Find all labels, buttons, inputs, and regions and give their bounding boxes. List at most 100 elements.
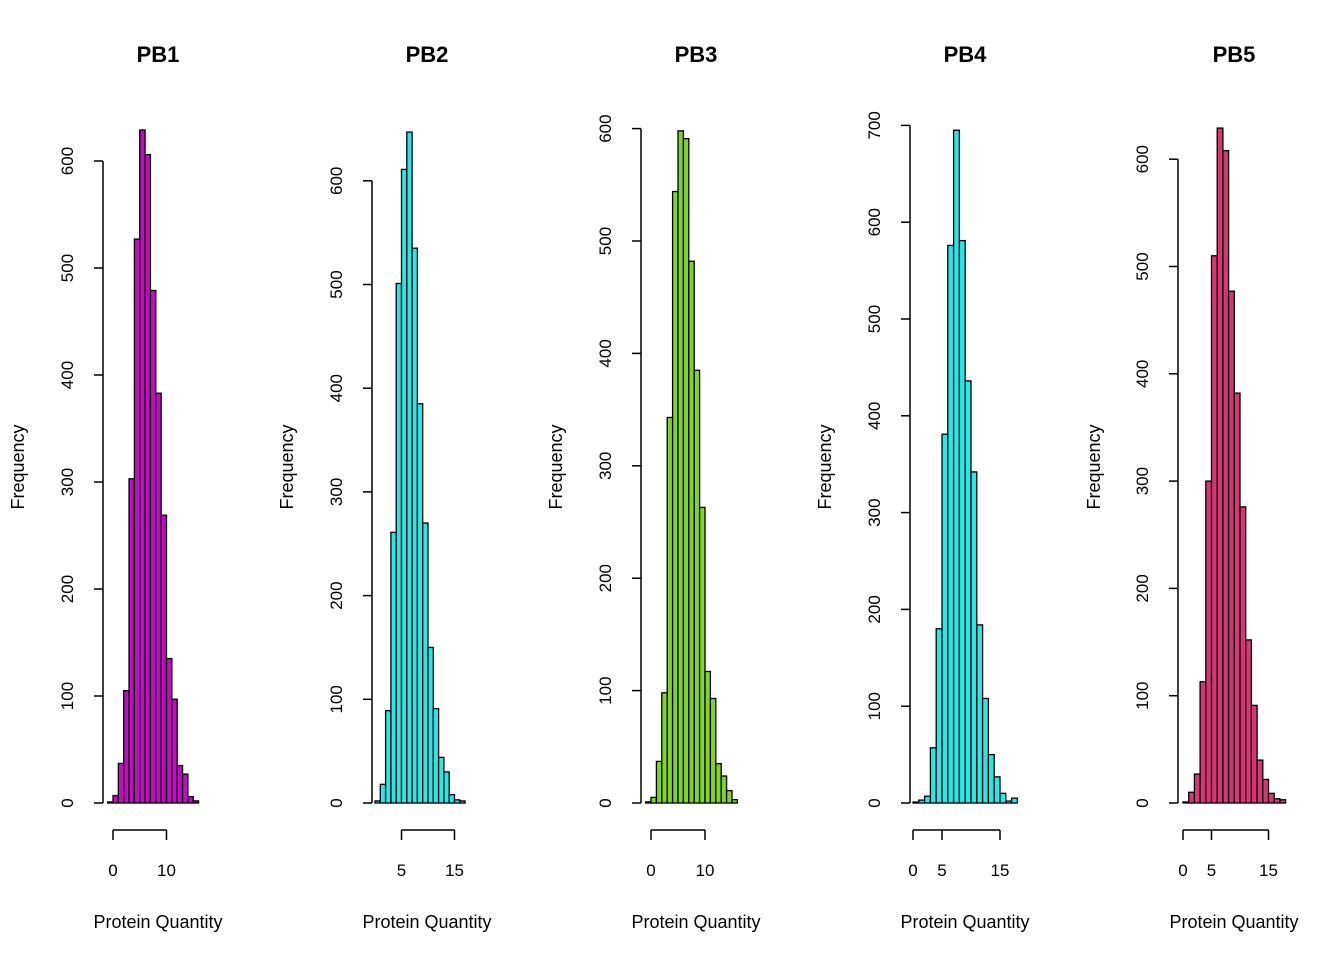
histogram-bar <box>1262 778 1270 804</box>
chart-title: PB4 <box>944 42 988 67</box>
histogram-bar <box>117 762 125 804</box>
y-tick-label: 0 <box>865 798 884 807</box>
y-tick-label: 600 <box>327 167 346 195</box>
histogram-bar <box>406 131 413 804</box>
histogram-bar <box>155 392 162 804</box>
y-tick-label: 400 <box>865 402 884 430</box>
histogram-bar <box>720 775 728 804</box>
histogram-bar <box>128 478 136 804</box>
histogram-bar <box>655 760 663 804</box>
y-tick-label: 0 <box>1133 798 1152 807</box>
y-tick-label: 200 <box>327 581 346 609</box>
histogram-bar <box>427 646 434 804</box>
histogram-bar <box>666 416 674 804</box>
histogram-bar <box>704 670 712 804</box>
y-tick-label: 200 <box>58 575 77 603</box>
histogram-bar <box>149 289 157 804</box>
histogram-bar <box>725 789 733 804</box>
histogram-bar <box>923 795 932 804</box>
y-tick-label: 400 <box>327 374 346 402</box>
histogram-bar <box>976 624 984 804</box>
histogram-bar <box>671 190 679 804</box>
histogram-bar <box>1233 392 1241 804</box>
chart-title: PB2 <box>406 42 449 67</box>
x-axis-label: Protein Quantity <box>900 912 1029 932</box>
histogram-bar <box>384 710 392 804</box>
x-tick-label: 0 <box>1178 861 1187 880</box>
y-tick-label: 400 <box>596 339 615 367</box>
y-tick-label: 500 <box>1133 252 1152 280</box>
histogram-bar <box>459 800 466 804</box>
x-tick-label: 15 <box>991 861 1010 880</box>
y-axis-label: Frequency <box>815 424 835 509</box>
histogram-bar <box>941 433 949 804</box>
y-tick-label: 100 <box>327 685 346 713</box>
histogram-bar <box>644 801 652 804</box>
y-tick-label: 0 <box>596 798 615 807</box>
histogram-bar <box>918 799 926 804</box>
histogram-bar <box>1239 506 1247 804</box>
histogram-bar <box>443 771 450 804</box>
histogram-bar <box>411 247 419 804</box>
histogram-bar <box>1205 480 1213 804</box>
y-tick-label: 500 <box>327 270 346 298</box>
histogram-bar <box>374 800 381 804</box>
y-tick-label: 500 <box>865 305 884 333</box>
y-tick-label: 200 <box>596 564 615 592</box>
x-tick-label: 5 <box>937 861 946 880</box>
histogram-bar <box>160 514 168 804</box>
y-tick-label: 100 <box>58 682 77 710</box>
histogram-bar <box>935 628 943 804</box>
histogram-bar <box>448 794 456 804</box>
x-tick-label: 15 <box>1259 861 1278 880</box>
histogram-bar <box>1222 149 1230 804</box>
histogram-bar <box>1182 801 1190 804</box>
histogram-bar <box>1216 127 1224 804</box>
y-tick-label: 300 <box>1133 467 1152 495</box>
x-tick-label: 5 <box>1207 861 1216 880</box>
histogram-bar <box>176 764 184 804</box>
y-tick-label: 300 <box>327 478 346 506</box>
histogram-bar <box>1010 797 1019 804</box>
y-axis-label: Frequency <box>546 424 566 509</box>
y-tick-label: 700 <box>865 111 884 139</box>
histogram-panel-pb5: PB5 Protein Quantity Frequency 0 100 200 300 40… <box>1084 42 1299 932</box>
y-tick-label: 100 <box>596 676 615 704</box>
histogram-bar <box>1005 800 1013 804</box>
x-tick-label: 10 <box>157 861 176 880</box>
y-tick-label: 300 <box>865 498 884 526</box>
histogram-bar <box>171 698 178 804</box>
y-tick-label: 100 <box>865 692 884 720</box>
histogram-bar <box>1227 290 1235 804</box>
y-tick-label: 500 <box>58 254 77 282</box>
histogram-bar <box>144 153 152 804</box>
histogram-bar <box>181 773 189 804</box>
chart-title: PB3 <box>675 42 718 67</box>
histogram-bar <box>731 798 739 804</box>
histogram-bar <box>993 776 1001 804</box>
histogram-panel-pb2: PB2 Protein Quantity Frequency 0 100 200 300 40… <box>277 42 492 932</box>
histogram-bar <box>677 130 685 804</box>
histogram-bar <box>416 403 424 804</box>
histogram-bar <box>947 244 955 804</box>
histogram-bar <box>192 800 200 804</box>
x-tick-label: 0 <box>908 861 917 880</box>
histogram-bar <box>107 801 114 804</box>
y-tick-label: 600 <box>58 147 77 175</box>
x-axis-label: Protein Quantity <box>631 912 760 932</box>
histogram-bar <box>952 129 961 804</box>
histogram-bar <box>929 747 937 804</box>
x-tick-label: 10 <box>696 861 715 880</box>
histogram-bar <box>1210 255 1218 804</box>
histogram-bar <box>981 697 990 804</box>
histogram-bar <box>1273 798 1281 804</box>
y-axis-label: Frequency <box>277 424 297 509</box>
histogram-bar <box>709 697 717 804</box>
histogram-bar <box>1267 792 1275 804</box>
histogram-bar <box>453 799 461 804</box>
x-axis-label: Protein Quantity <box>362 912 491 932</box>
histogram-bar <box>112 794 119 804</box>
chart-title: PB5 <box>1213 42 1256 67</box>
